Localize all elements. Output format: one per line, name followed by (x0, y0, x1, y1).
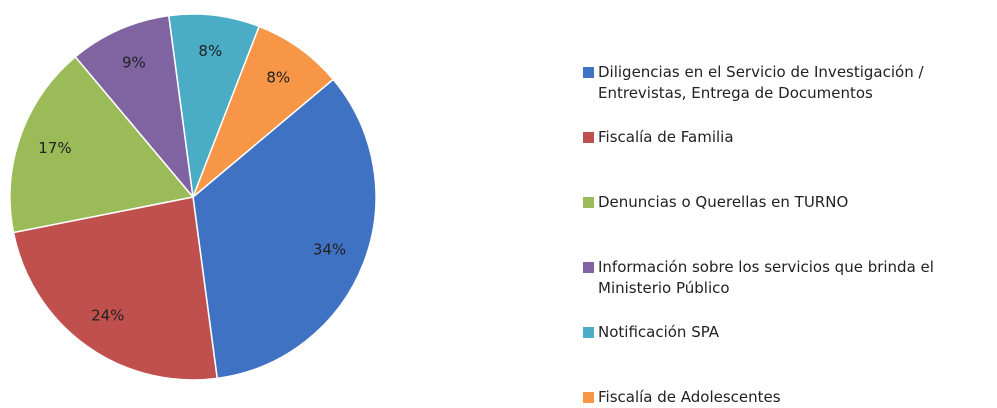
pie-slice (74, 14, 195, 200)
legend-item: Información sobre los servicios que brin… (583, 257, 993, 299)
legend-label: Denuncias o Querellas en TURNO (598, 193, 849, 211)
legend-swatch (583, 197, 594, 208)
data-label: 24% (91, 307, 124, 325)
legend-label: Diligencias en el Servicio de Investigac… (598, 63, 924, 102)
legend-label: Fiscalía de Familia (598, 128, 734, 146)
data-label: 8% (266, 68, 290, 86)
pie-slice (167, 13, 261, 198)
data-label: 8% (198, 42, 222, 60)
pie-area: 34% 24% 17% 9% 8% 8% (9, 13, 377, 381)
data-label: 9% (122, 54, 146, 72)
legend-swatch (583, 262, 594, 273)
pie-slice (9, 55, 195, 234)
legend-label: Fiscalía de Adolescentes (598, 388, 781, 406)
legend-swatch (583, 132, 594, 143)
pie-slice (12, 196, 219, 381)
data-label: 34% (313, 240, 346, 258)
pie-slice (192, 25, 335, 198)
legend-swatch (583, 327, 594, 338)
legend-label: Notificación SPA (598, 323, 720, 341)
legend-item: Denuncias o Querellas en TURNO (583, 192, 993, 213)
legend-label: Información sobre los servicios que brin… (598, 258, 934, 297)
legend-swatch (583, 392, 594, 403)
data-label: 17% (38, 139, 71, 157)
pie-slice (192, 78, 377, 380)
legend-item: Fiscalía de Adolescentes (583, 387, 993, 408)
legend-swatch (583, 67, 594, 78)
legend-item: Notificación SPA (583, 322, 993, 343)
legend-item: Fiscalía de Familia (583, 127, 993, 148)
legend-item: Diligencias en el Servicio de Investigac… (583, 62, 993, 104)
